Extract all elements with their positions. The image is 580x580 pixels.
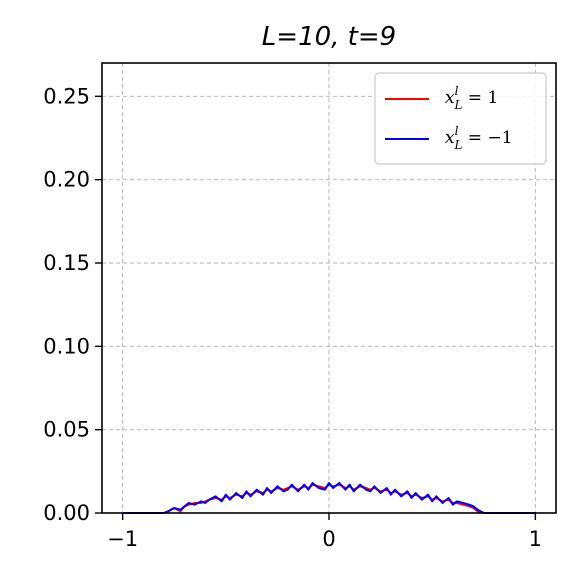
legend-box xyxy=(374,72,547,165)
axis-ticks: −1 0 1 0.00 0.05 0.10 0.15 0.20 0.25 xyxy=(43,84,542,551)
x-tick-label: 1 xyxy=(529,527,542,551)
series-line-2 xyxy=(122,482,536,514)
x-tick-label: 0 xyxy=(322,527,335,551)
series-lines xyxy=(122,482,536,514)
y-tick-label: 0.20 xyxy=(43,168,90,192)
y-tick-label: 0.10 xyxy=(43,334,90,358)
chart-title: L=10, t=9 xyxy=(262,22,396,52)
y-tick-label: 0.25 xyxy=(43,84,90,108)
legend-label: xl L = −1 xyxy=(445,124,513,152)
legend-label: xl L = 1 xyxy=(445,84,498,112)
x-tick-label: −1 xyxy=(107,527,138,551)
legend: xl L = 1 xl L = −1 xyxy=(374,72,547,165)
y-tick-label: 0.05 xyxy=(43,418,90,442)
y-tick-label: 0.00 xyxy=(43,501,90,525)
y-tick-label: 0.15 xyxy=(43,251,90,275)
